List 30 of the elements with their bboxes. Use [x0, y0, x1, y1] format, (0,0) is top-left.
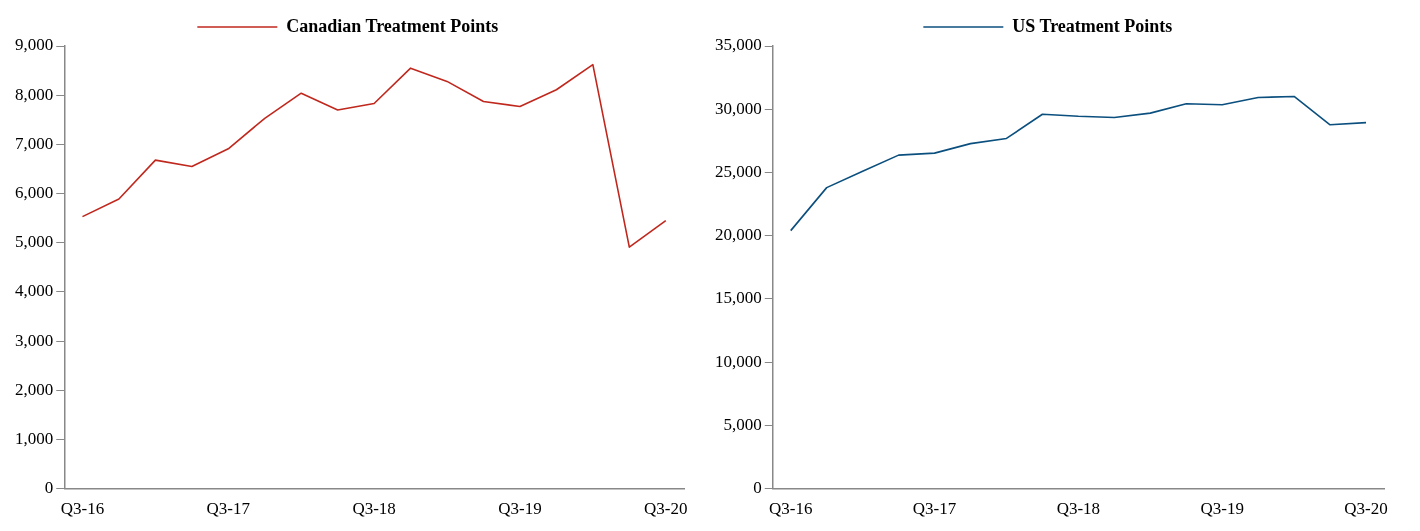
y-tick-label: 3,000	[15, 330, 54, 350]
y-tick-label: 25,000	[715, 161, 762, 181]
y-tick-label: 0	[753, 478, 762, 498]
y-tick-label: 8,000	[15, 84, 54, 104]
legend-label: Canadian Treatment Points	[286, 15, 499, 36]
y-tick-label: 0	[44, 478, 54, 498]
y-tick-label: 10,000	[715, 351, 762, 371]
x-tick-label: Q3-18	[352, 499, 396, 519]
y-tick-label: 20,000	[715, 225, 762, 245]
x-tick-label: Q3-19	[1200, 499, 1244, 519]
x-tick-label: Q3-20	[1344, 499, 1388, 519]
x-tick-label: Q3-16	[60, 499, 105, 519]
y-tick-label: 6,000	[15, 183, 54, 202]
y-tick-label: 5,000	[15, 232, 54, 252]
x-tick-label: Q3-20	[644, 499, 688, 519]
y-tick-label: 30,000	[715, 98, 762, 118]
x-tick-label: Q3-16	[769, 499, 813, 519]
y-tick-label: 7,000	[15, 133, 54, 153]
legend-label: US Treatment Points	[1012, 15, 1173, 36]
y-tick-label: 1,000	[15, 428, 54, 448]
x-tick-label: Q3-17	[206, 499, 251, 519]
x-tick-label: Q3-19	[498, 499, 542, 519]
x-tick-label: Q3-18	[1056, 499, 1101, 519]
y-tick-label: 5,000	[723, 414, 762, 434]
y-tick-label: 4,000	[15, 281, 54, 301]
y-tick-label: 15,000	[715, 288, 762, 308]
y-tick-label: 9,000	[15, 35, 54, 55]
x-tick-label: Q3-17	[912, 499, 957, 519]
y-tick-label: 2,000	[15, 379, 54, 399]
y-tick-label: 35,000	[715, 35, 762, 55]
